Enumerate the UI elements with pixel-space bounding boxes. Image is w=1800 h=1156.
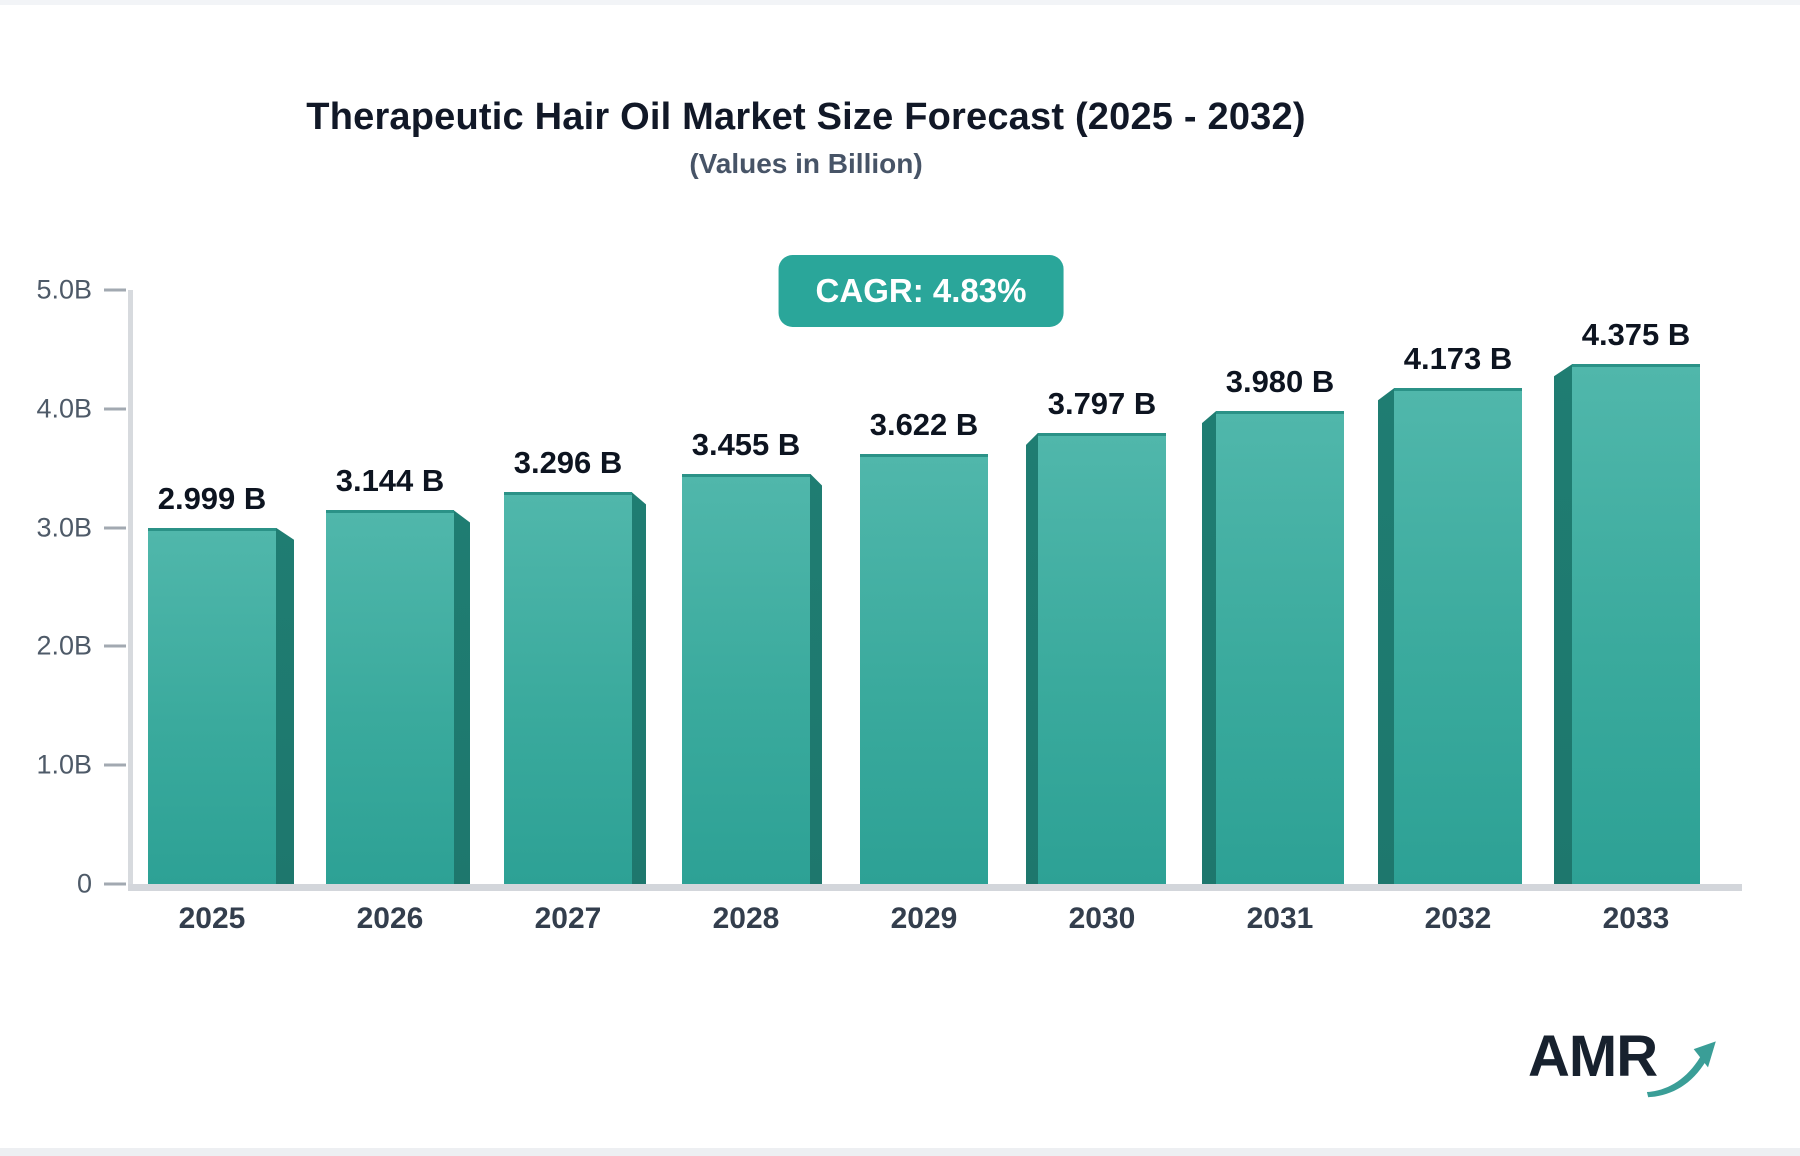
bar-side bbox=[810, 473, 822, 884]
y-tick-dash bbox=[104, 526, 126, 530]
amr-logo-text: AMR bbox=[1528, 1024, 1658, 1089]
bar-side bbox=[454, 510, 470, 884]
y-tick-label: 3.0B bbox=[36, 512, 92, 543]
chart-title: Therapeutic Hair Oil Market Size Forecas… bbox=[306, 96, 1306, 138]
amr-logo: AMR bbox=[1528, 1028, 1721, 1111]
y-tick-label: 2.0B bbox=[36, 630, 92, 661]
x-tick-label: 2031 bbox=[1246, 902, 1314, 935]
y-tick-label: 5.0B bbox=[36, 274, 92, 305]
y-axis-line bbox=[128, 290, 133, 891]
bar-face bbox=[1038, 432, 1166, 884]
bar-value-label: 2.999 B bbox=[157, 480, 267, 516]
x-tick-label: 2025 bbox=[178, 902, 246, 935]
cagr-badge: CAGR: 4.83% bbox=[778, 255, 1064, 327]
bar-value-label: 4.173 B bbox=[1403, 341, 1513, 377]
y-tick-label: 4.0B bbox=[36, 393, 92, 424]
x-tick-label: 2027 bbox=[534, 902, 602, 935]
bar-side bbox=[276, 527, 294, 884]
bar-value-label: 3.144 B bbox=[335, 463, 445, 499]
x-tick-label: 2030 bbox=[1068, 902, 1136, 935]
bar-face bbox=[682, 473, 810, 884]
bar-face bbox=[1216, 411, 1344, 884]
bar-face bbox=[326, 510, 454, 884]
bar-value-label: 3.296 B bbox=[513, 445, 623, 481]
bar-face bbox=[148, 527, 276, 884]
bar-value-label: 3.980 B bbox=[1225, 364, 1335, 400]
y-tick-dash bbox=[104, 407, 126, 411]
bar-face bbox=[1394, 388, 1522, 884]
bar-side bbox=[1202, 411, 1216, 884]
x-tick-label: 2029 bbox=[890, 902, 958, 935]
bar-face bbox=[1572, 364, 1700, 884]
bar-side bbox=[1554, 364, 1572, 884]
bar-side bbox=[1378, 388, 1394, 884]
x-tick-label: 2033 bbox=[1602, 902, 1670, 935]
bar-face bbox=[504, 492, 632, 884]
bar-side bbox=[632, 492, 646, 884]
x-baseline bbox=[128, 884, 1742, 891]
bar-face bbox=[860, 453, 988, 884]
page-bottom-edge bbox=[0, 1148, 1800, 1156]
x-tick-label: 2026 bbox=[356, 902, 424, 935]
y-tick-dash bbox=[104, 763, 126, 767]
bar-value-label: 3.622 B bbox=[869, 406, 979, 442]
bar-value-label: 4.375 B bbox=[1581, 317, 1691, 353]
x-tick-label: 2028 bbox=[712, 902, 780, 935]
x-tick-label: 2032 bbox=[1424, 902, 1492, 935]
y-tick-label: 1.0B bbox=[36, 749, 92, 780]
bar-side bbox=[1026, 432, 1038, 884]
bar-value-label: 3.455 B bbox=[691, 426, 801, 462]
page-top-edge bbox=[0, 0, 1800, 5]
y-tick-dash bbox=[104, 288, 126, 292]
growth-arrow-icon bbox=[1643, 1030, 1721, 1111]
bar-value-label: 3.797 B bbox=[1047, 385, 1157, 421]
y-tick-dash bbox=[104, 644, 126, 648]
y-tick-label: 0 bbox=[76, 868, 92, 899]
chart-subtitle: (Values in Billion) bbox=[689, 148, 923, 179]
y-tick-dash bbox=[104, 882, 126, 886]
